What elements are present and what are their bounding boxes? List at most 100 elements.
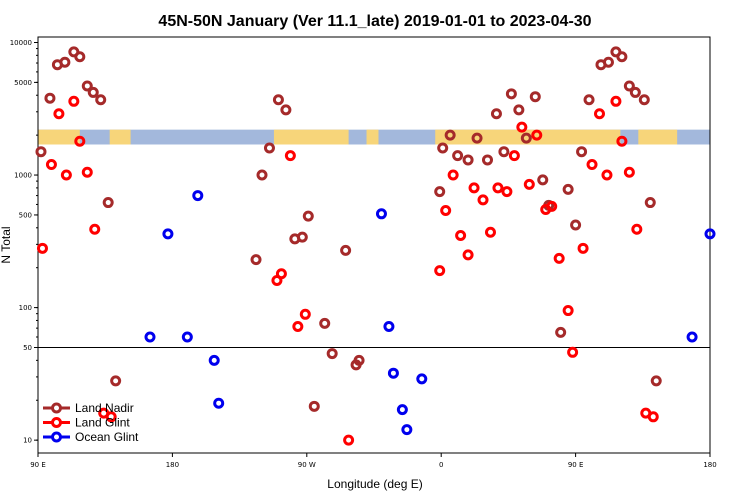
land-nadir-point [623, 80, 635, 92]
land-nadir-point [81, 80, 93, 92]
land-nadir-legend-marker [51, 402, 62, 414]
map-land [366, 129, 379, 145]
land-nadir-point [520, 132, 532, 144]
y-tick-label: 1000 [14, 172, 32, 180]
land-glint-point [647, 411, 659, 423]
y-axis-label: N Total [0, 226, 13, 263]
ocean-glint-legend-marker [51, 431, 62, 443]
land-nadir-point [434, 186, 446, 198]
plot-frame [37, 36, 711, 454]
x-tick-label: 90 E [30, 461, 46, 469]
land-glint-point [631, 223, 643, 235]
land-nadir-point [326, 348, 338, 360]
land-glint-point [60, 169, 72, 181]
land-nadir-point [44, 92, 56, 104]
land-glint-point [292, 321, 304, 333]
x-axis-label: Longitude (deg E) [327, 477, 422, 491]
land-nadir-point [537, 174, 549, 186]
land-nadir-point [444, 129, 456, 141]
land-nadir-point [576, 146, 588, 158]
land-nadir-point [583, 94, 595, 106]
land-nadir-point [505, 88, 517, 100]
land-glint-point [447, 169, 459, 181]
map-land [638, 129, 678, 145]
land-nadir-point [87, 86, 99, 98]
land-nadir-point [481, 154, 493, 166]
x-tick-label: 90 W [298, 461, 316, 469]
land-nadir-point [452, 150, 464, 162]
land-glint-point [562, 305, 574, 317]
land-glint-point [275, 268, 287, 280]
land-glint-point [484, 226, 496, 238]
land-nadir-point [570, 219, 582, 231]
land-glint-point [74, 135, 86, 147]
land-nadir-point [280, 104, 292, 116]
land-glint-point [45, 159, 57, 171]
ocean-glint-point [192, 190, 204, 202]
land-nadir-point [256, 169, 268, 181]
y-tick-label: 10 [23, 437, 32, 445]
ocean-glint-legend-label: Ocean Glint [75, 430, 139, 444]
land-nadir-point [308, 400, 320, 412]
land-nadir-point [616, 51, 628, 63]
land-nadir-point [272, 94, 284, 106]
ocean-glint-point [162, 228, 174, 240]
land-nadir-point [263, 142, 275, 154]
ocean-glint-point [387, 367, 399, 379]
land-glint-point [492, 182, 504, 194]
land-glint-point [586, 159, 598, 171]
land-glint-point [553, 252, 565, 264]
land-glint-point [567, 346, 579, 358]
land-glint-point [616, 135, 628, 147]
ocean-glint-point [401, 424, 413, 436]
land-nadir-point [462, 154, 474, 166]
land-glint-point [523, 178, 535, 190]
land-glint-point [105, 411, 117, 423]
land-glint-point [546, 200, 558, 212]
ocean-glint-point [375, 208, 387, 220]
land-nadir-point [319, 317, 331, 329]
land-glint-point [468, 182, 480, 194]
map-land [109, 129, 131, 145]
land-glint-point [508, 150, 520, 162]
land-glint-point [577, 242, 589, 254]
land-glint-point [462, 249, 474, 261]
x-tick-label: 0 [439, 461, 443, 469]
x-tick-label: 180 [703, 461, 716, 469]
chart-title: 45N-50N January (Ver 11.1_late) 2019-01-… [158, 13, 591, 30]
land-glint-point [53, 108, 65, 120]
y-tick-label: 50 [23, 344, 32, 352]
land-glint-point [623, 166, 635, 178]
land-nadir-point [555, 326, 567, 338]
land-nadir-point [74, 51, 86, 63]
land-glint-point [81, 166, 93, 178]
land-nadir-point [110, 375, 122, 387]
land-nadir-point [471, 132, 483, 144]
map-land [273, 129, 349, 145]
ocean-glint-point [144, 331, 156, 343]
land-glint-point [434, 265, 446, 277]
land-glint-point [601, 169, 613, 181]
land-glint-legend-marker [51, 417, 62, 428]
land-nadir-point [302, 210, 314, 222]
ocean-glint-point [213, 397, 225, 409]
x-axis: 90 E 180 90 W 0 90 E 180 [30, 453, 717, 469]
ocean-glint-point [416, 373, 428, 385]
land-nadir-point [644, 197, 656, 209]
data-points [35, 46, 716, 446]
land-nadir-point [35, 146, 47, 158]
land-glint-point [477, 194, 489, 206]
land-glint-point [610, 95, 622, 107]
land-nadir-point [562, 183, 574, 195]
y-tick-label: 10000 [10, 39, 32, 47]
land-glint-point [343, 434, 355, 446]
land-nadir-point [498, 146, 510, 158]
land-nadir-point [95, 94, 107, 106]
land-glint-point [36, 242, 48, 254]
land-nadir-point [296, 231, 308, 243]
ocean-glint-point [686, 331, 698, 343]
y-tick-label: 500 [19, 211, 32, 219]
land-nadir-legend-label: Land Nadir [75, 401, 134, 415]
